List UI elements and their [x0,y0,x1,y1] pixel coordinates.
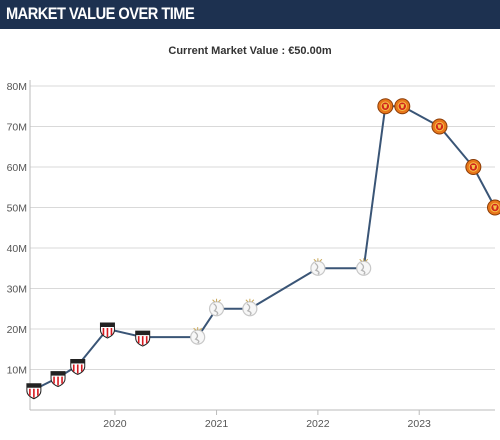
y-tick-label: 50M [7,203,27,215]
crest-emblem [437,124,442,129]
crest-band [135,331,150,336]
club-2-crest-icon [356,258,372,276]
crest-emblem [400,104,405,109]
club-3-crest-icon [465,159,482,175]
y-tick-label: 70M [7,122,27,134]
crest-rays [313,258,323,262]
y-tick-label: 10M [7,365,27,377]
x-tick-label: 2021 [205,418,229,430]
crest-profile [246,303,252,316]
club-3-crest-icon [377,98,394,115]
crest-band [26,383,41,388]
club-1-crest-icon [99,322,115,339]
crest-emblem [493,205,497,210]
club-3-crest-icon [394,98,411,115]
club-2-crest-icon [190,327,206,345]
y-tick-label: 30M [7,284,27,296]
crest-band [100,323,115,327]
crest-profile [360,262,366,275]
crest-rays [359,258,369,262]
header-title: MARKET VALUE OVER TIME [6,4,195,23]
crest-profile [314,262,320,275]
y-tick-label: 40M [7,243,27,255]
club-1-crest-icon [70,358,86,375]
crest-profile [194,331,200,344]
crest-band [51,371,66,376]
x-tick-label: 2023 [408,418,432,430]
crest-emblem [471,165,476,169]
crest-stripes [29,388,39,398]
crest-emblem [383,104,388,109]
x-tick-label: 2020 [103,418,127,430]
crest-rays [245,298,255,303]
current-market-value: Current Market Value : €50.00m [168,45,332,57]
crest-stripes [102,328,113,337]
crest-stripes [72,364,83,374]
y-tick-label: 80M [7,81,27,93]
y-tick-label: 20M [7,324,27,336]
crest-band [70,359,85,364]
x-tick-label: 2022 [306,418,330,430]
crest-profile [213,303,219,316]
club-2-crest-icon [242,298,258,317]
club-3-crest-icon [431,118,448,135]
crest-stripes [137,336,148,346]
crest-rays [212,298,221,303]
chart-header: MARKET VALUE OVER TIME [0,0,500,29]
club-1-crest-icon [50,371,66,388]
crest-rays [193,327,203,331]
club-2-crest-icon [310,258,326,276]
crest-stripes [53,376,63,386]
club-2-crest-icon [208,298,225,317]
y-tick-label: 60M [7,162,27,174]
club-1-crest-icon [26,383,42,400]
club-3-crest-icon [487,199,500,216]
club-1-crest-icon [135,330,151,347]
